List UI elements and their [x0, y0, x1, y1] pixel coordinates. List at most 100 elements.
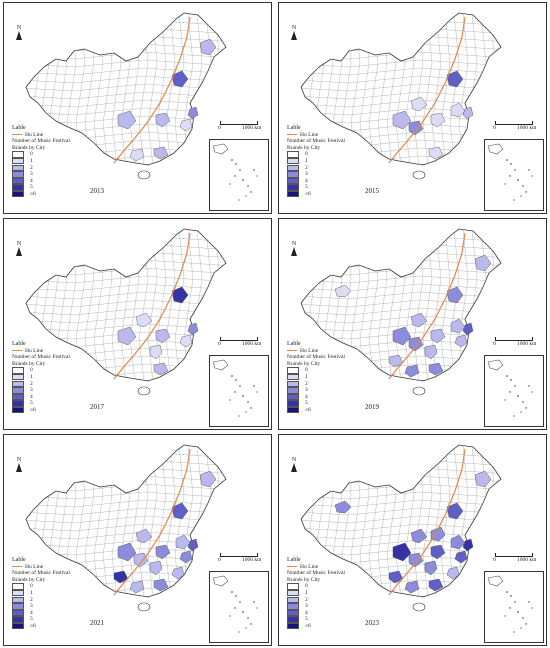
hu-line-swatch [287, 134, 297, 136]
china-map [300, 444, 502, 612]
hainan-island [412, 602, 426, 612]
legend-swatch [12, 177, 24, 185]
legend-title: Lable [12, 341, 26, 347]
map-legend: Lable Hu Line Number of Music Festival B… [12, 557, 70, 630]
legend-class-label: 5 [30, 400, 33, 407]
hu-line-swatch [12, 566, 22, 568]
legend-class-label: 5 [305, 400, 308, 407]
legend-class-row: 1 [12, 590, 70, 597]
hainan-shape [137, 170, 151, 180]
region-wuhan [155, 544, 171, 560]
legend-swatch [12, 387, 24, 394]
region-chongqing [408, 336, 424, 352]
china-map [25, 228, 227, 396]
legend-swatch [287, 191, 299, 198]
region-kunming [113, 570, 129, 584]
scale-zero-label: 0 [218, 341, 221, 347]
legend-swatch [12, 151, 24, 158]
region-urumqi [334, 284, 352, 298]
map-grid: N 0 1000 km Lable Hu Line Number of Musi… [3, 2, 547, 646]
legend-title: Lable [287, 341, 301, 347]
legend-swatch [12, 158, 24, 165]
region-xian [410, 96, 428, 112]
legend-hu-line: Hu Line [287, 132, 345, 139]
hu-line [388, 16, 466, 164]
legend-class-row: ≥6 [287, 623, 345, 630]
map-legend: Lable Hu Line Number of Music Festival B… [287, 557, 345, 630]
hu-line-label: Hu Line [300, 131, 319, 138]
legend-class-row: 3 [12, 171, 70, 178]
legend-class-label: 3 [30, 387, 33, 394]
prefecture-border [301, 67, 501, 76]
hu-line [113, 448, 191, 596]
region-wuhan [430, 112, 446, 128]
prefecture-border [301, 307, 501, 316]
legend-class-row: 0 [287, 367, 345, 374]
region-shanghai [462, 106, 474, 120]
region-wuhan [430, 328, 446, 344]
region-nanjing [175, 534, 191, 550]
hu-line-label: Hu Line [25, 563, 44, 570]
legend-class-row: 2 [12, 165, 70, 172]
legend-classes: 0 1 2 3 4 5 ≥6 [287, 151, 345, 198]
legend-class-row: 2 [12, 597, 70, 604]
region-chengdu [117, 326, 137, 346]
south-china-sea-inset [209, 571, 269, 643]
legend-swatch [287, 603, 299, 610]
legend-class-row: 2 [287, 597, 345, 604]
legend-swatch [12, 374, 24, 381]
hainan-shape [412, 386, 426, 396]
map-legend: Lable Hu Line Number of Music Festival B… [12, 125, 70, 198]
prefecture-border [26, 299, 226, 308]
panel-year: 2023 [365, 619, 379, 627]
hainan-shape [137, 602, 151, 612]
region-nanning [404, 364, 420, 378]
region-guangzhou [428, 146, 444, 160]
legend-swatch [287, 164, 299, 172]
legend-swatch [287, 393, 299, 401]
north-label: N [16, 241, 22, 247]
legend-classes: 0 1 2 3 4 5 ≥6 [287, 583, 345, 630]
city-regions [334, 254, 492, 378]
region-beijing [171, 70, 189, 88]
legend-swatch [287, 367, 299, 374]
prefecture-border [26, 523, 226, 532]
region-chengdu [392, 110, 412, 130]
region-chengdu [117, 110, 137, 130]
legend-caption-2: Brands by City [12, 144, 46, 151]
legend-class-label: 1 [30, 373, 33, 380]
hainan-shape [412, 602, 426, 612]
scale-zero-label: 0 [218, 557, 221, 563]
legend-class-row: 4 [287, 178, 345, 185]
map-panel-2023: N 0 1000 km Lable Hu Line Number of Musi… [278, 434, 547, 646]
hu-line [113, 232, 191, 380]
prefecture-border [301, 91, 501, 100]
hu-line-label: Hu Line [25, 347, 44, 354]
legend-swatch [12, 616, 24, 623]
legend-swatch [287, 609, 299, 617]
map-legend: Lable Hu Line Number of Music Festival B… [287, 341, 345, 414]
map-panel-2015: N 0 1000 km Lable Hu Line Number of Musi… [278, 2, 547, 214]
legend-class-label: 0 [30, 151, 33, 158]
region-harbin [199, 38, 217, 56]
legend-class-row: 3 [287, 603, 345, 610]
region-beijing [171, 286, 189, 304]
hainan-island [137, 386, 151, 396]
legend-class-label: ≥6 [305, 190, 311, 197]
legend-class-row: 1 [12, 374, 70, 381]
hu-line-swatch [287, 566, 297, 568]
hu-line-swatch [287, 350, 297, 352]
legend-hu-line: Hu Line [287, 348, 345, 355]
south-china-sea-inset [209, 355, 269, 427]
legend-hu-line: Hu Line [12, 348, 70, 355]
legend-class-label: 2 [305, 596, 308, 603]
legend-class-row: 0 [12, 151, 70, 158]
prefecture-border [26, 83, 226, 92]
north-arrow: N [289, 241, 299, 256]
north-arrow: N [289, 25, 299, 40]
region-beijing [171, 502, 189, 520]
north-arrow-icon [16, 31, 22, 40]
region-shanghai [187, 106, 199, 120]
inset-islands [487, 359, 533, 417]
region-beijing [446, 502, 464, 520]
